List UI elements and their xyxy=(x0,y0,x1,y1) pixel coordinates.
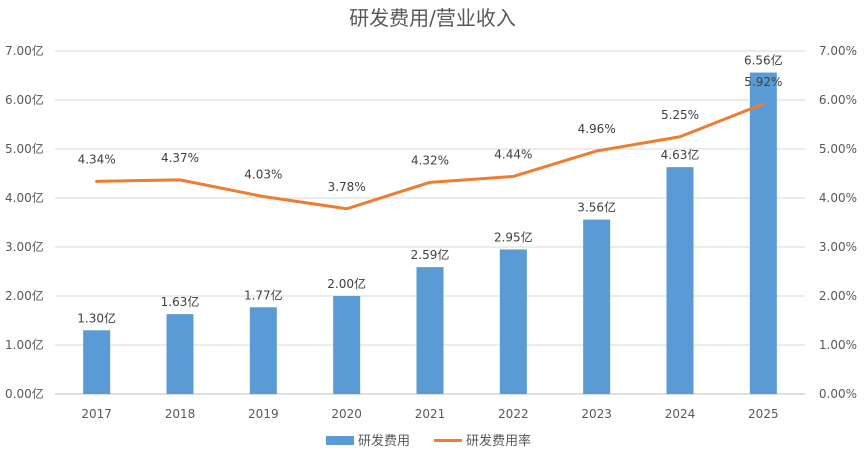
left-tick-label: 6.00亿 xyxy=(5,92,44,107)
bar-data-labels: 1.30亿 1.63亿 1.77亿 2.00亿 2.59亿 2.95亿 3.56亿 4.63亿… xyxy=(77,53,782,326)
line-data-label: 4.34% xyxy=(78,152,116,166)
bar-data-label: 2.59亿 xyxy=(411,247,450,262)
bar-data-label: 4.63亿 xyxy=(661,147,700,162)
line-data-label: 4.03% xyxy=(244,168,282,182)
right-tick-label: 2.00% xyxy=(819,289,857,303)
right-axis-ticks: 0.00% 1.00% 2.00% 3.00% 4.00% 5.00% 6.00% 7.00% xyxy=(819,44,857,401)
bar xyxy=(499,249,527,394)
bar xyxy=(83,330,111,394)
right-tick-label: 7.00% xyxy=(819,44,857,58)
bar-data-label: 1.63亿 xyxy=(161,294,200,309)
right-tick-label: 4.00% xyxy=(819,191,857,205)
left-tick-label: 4.00亿 xyxy=(5,190,44,205)
bar xyxy=(249,307,277,394)
x-tick-label: 2025 xyxy=(748,407,779,421)
bar xyxy=(666,167,694,394)
bar-data-label: 2.95亿 xyxy=(494,229,533,244)
line-data-label: 4.37% xyxy=(161,151,199,165)
right-tick-label: 3.00% xyxy=(819,240,857,254)
left-tick-label: 3.00亿 xyxy=(5,239,44,254)
x-tick-label: 2024 xyxy=(665,407,696,421)
line-data-label: 5.25% xyxy=(661,108,699,122)
line-data-label: 5.92% xyxy=(744,75,782,89)
right-tick-label: 1.00% xyxy=(819,338,857,352)
line-series xyxy=(95,102,765,211)
x-tick-label: 2017 xyxy=(81,407,112,421)
bar-data-label: 1.30亿 xyxy=(77,310,116,325)
left-axis-ticks: 0.00亿 1.00亿 2.00亿 3.00亿 4.00亿 5.00亿 6.00亿 7.00亿 xyxy=(5,43,44,401)
bar xyxy=(749,72,777,394)
x-tick-label: 2023 xyxy=(581,407,612,421)
right-tick-label: 5.00% xyxy=(819,142,857,156)
bar-data-label: 1.77亿 xyxy=(244,287,283,302)
legend-bar-swatch xyxy=(326,436,354,445)
x-tick-label: 2022 xyxy=(498,407,529,421)
left-tick-label: 7.00亿 xyxy=(5,43,44,58)
line-data-labels: 4.34% 4.37% 4.03% 3.78% 4.32% 4.44% 4.96% 5.25%… xyxy=(78,75,783,194)
right-tick-label: 0.00% xyxy=(819,387,857,401)
chart-title: 研发费用/营业收入 xyxy=(349,6,516,30)
line-path xyxy=(95,102,765,211)
left-tick-label: 2.00亿 xyxy=(5,288,44,303)
left-tick-label: 1.00亿 xyxy=(5,337,44,352)
legend-line-label: 研发费用率 xyxy=(466,433,531,449)
line-data-label: 3.78% xyxy=(328,180,366,194)
x-axis-ticks: 2017 2018 2019 2020 2021 2022 2023 2024 2025 xyxy=(81,407,778,421)
bar xyxy=(166,314,194,394)
bar xyxy=(583,219,611,394)
bar-data-label: 2.00亿 xyxy=(327,276,366,291)
bar xyxy=(333,296,361,394)
legend-bar-label: 研发费用 xyxy=(358,433,410,449)
line-data-label: 4.32% xyxy=(411,153,449,167)
x-tick-label: 2019 xyxy=(248,407,279,421)
right-tick-label: 6.00% xyxy=(819,93,857,107)
bar-series xyxy=(83,72,777,394)
x-tick-label: 2018 xyxy=(165,407,196,421)
legend: 研发费用 研发费用率 xyxy=(326,433,531,449)
left-tick-label: 0.00亿 xyxy=(5,386,44,401)
left-tick-label: 5.00亿 xyxy=(5,141,44,156)
line-data-label: 4.44% xyxy=(494,147,532,161)
x-tick-label: 2020 xyxy=(331,407,362,421)
line-data-label: 4.96% xyxy=(578,122,616,136)
bar xyxy=(416,267,444,394)
bar-data-label: 6.56亿 xyxy=(744,53,783,68)
x-tick-label: 2021 xyxy=(415,407,446,421)
bar-data-label: 3.56亿 xyxy=(577,200,616,215)
